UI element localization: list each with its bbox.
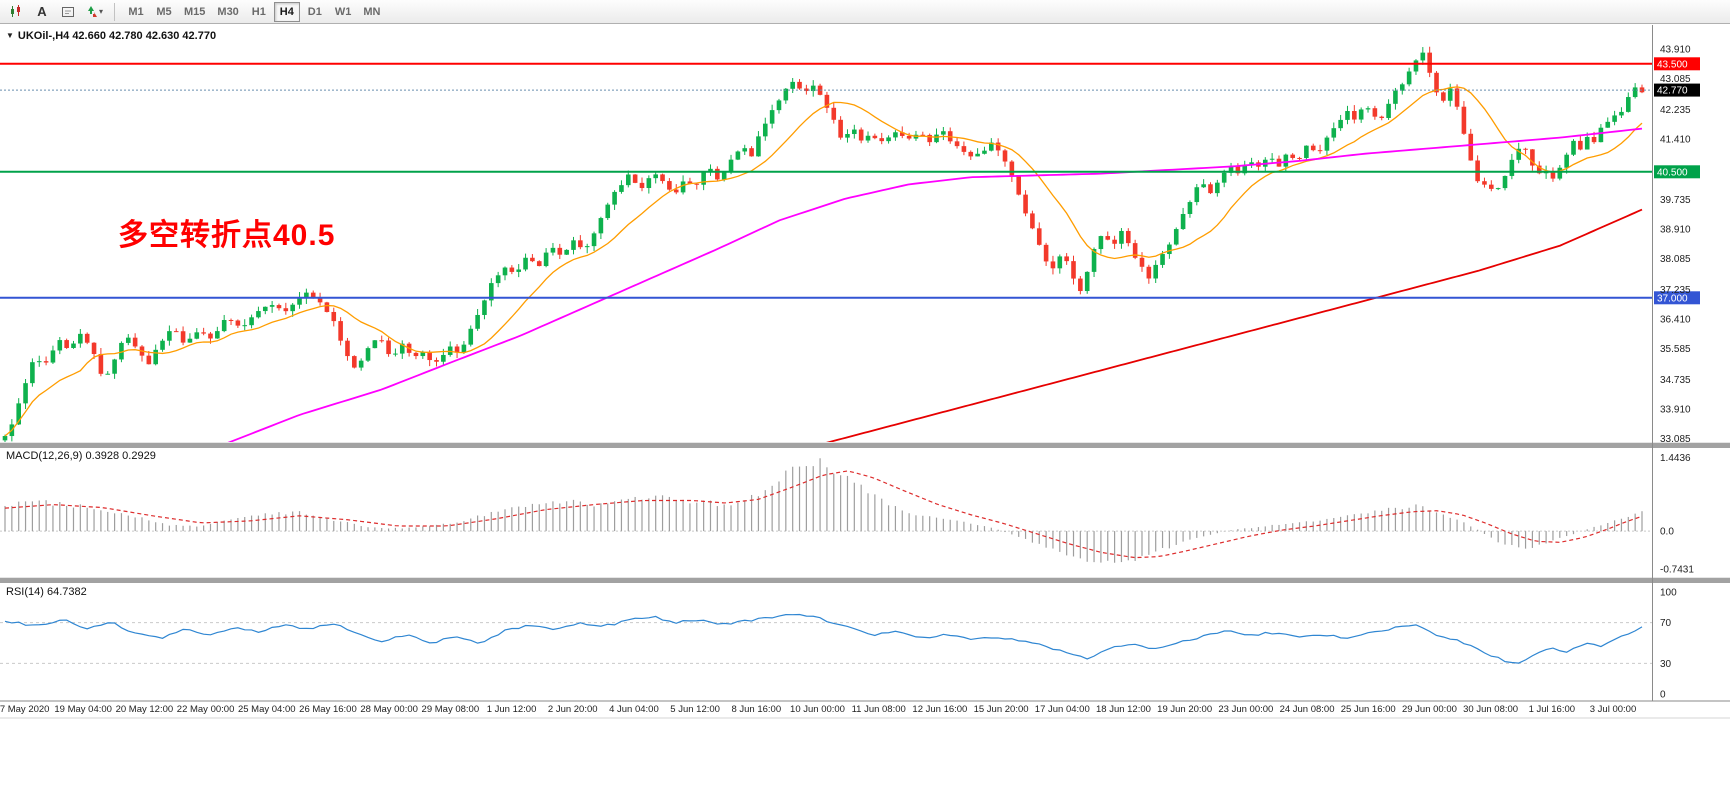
svg-text:43.500: 43.500 xyxy=(1657,59,1688,70)
timeframe-h4-button[interactable]: H4 xyxy=(273,1,300,22)
timeframe-m15-button[interactable]: M15 xyxy=(179,2,210,22)
svg-text:11 Jun 08:00: 11 Jun 08:00 xyxy=(852,704,906,715)
timeframe-w1-button[interactable]: W1 xyxy=(330,2,357,22)
svg-text:1 Jun 12:00: 1 Jun 12:00 xyxy=(487,704,537,715)
svg-text:43.910: 43.910 xyxy=(1660,45,1691,56)
svg-text:1.4436: 1.4436 xyxy=(1660,453,1691,464)
collapse-arrow-icon[interactable]: ▼ xyxy=(6,31,14,40)
text-tool-button[interactable]: A xyxy=(30,1,54,23)
svg-text:3 Jul 00:00: 3 Jul 00:00 xyxy=(1590,704,1636,715)
toolbar: A ▾ M1 M5 M15 M30 H1 H4 D1 W1 MN xyxy=(0,0,1730,24)
svg-text:17 May 2020: 17 May 2020 xyxy=(0,704,49,715)
svg-text:29 May 08:00: 29 May 08:00 xyxy=(422,704,480,715)
svg-text:25 Jun 16:00: 25 Jun 16:00 xyxy=(1341,704,1396,715)
timeframe-m5-button[interactable]: M5 xyxy=(151,2,177,22)
ma-mid-line xyxy=(225,127,1643,443)
macd-signal-line xyxy=(4,470,1643,559)
svg-text:37.235: 37.235 xyxy=(1660,285,1691,296)
svg-text:38.910: 38.910 xyxy=(1660,225,1691,236)
svg-text:-0.7431: -0.7431 xyxy=(1660,565,1694,576)
svg-text:40.500: 40.500 xyxy=(1657,167,1688,178)
svg-text:8 Jun 16:00: 8 Jun 16:00 xyxy=(731,704,781,715)
dropdown-caret-icon: ▾ xyxy=(98,7,103,16)
svg-text:20 May 12:00: 20 May 12:00 xyxy=(116,704,174,715)
svg-text:42.235: 42.235 xyxy=(1660,105,1691,116)
rsi-line xyxy=(4,613,1643,664)
svg-text:19 Jun 20:00: 19 Jun 20:00 xyxy=(1157,704,1212,715)
panel-separators xyxy=(0,25,1730,719)
ma-slow-line xyxy=(823,208,1643,443)
svg-text:26 May 16:00: 26 May 16:00 xyxy=(299,704,357,715)
svg-text:37.000: 37.000 xyxy=(1657,293,1688,304)
rsi-panel[interactable]: 100 70 30 0 xyxy=(0,588,1677,701)
svg-text:12 Jun 16:00: 12 Jun 16:00 xyxy=(912,704,967,715)
svg-text:38.085: 38.085 xyxy=(1660,254,1691,265)
svg-text:36.410: 36.410 xyxy=(1660,315,1691,326)
svg-text:33.910: 33.910 xyxy=(1660,405,1691,416)
svg-text:43.085: 43.085 xyxy=(1660,74,1691,85)
svg-text:30 Jun 08:00: 30 Jun 08:00 xyxy=(1463,704,1518,715)
price-tag-37.000: 37.000 xyxy=(1654,291,1700,305)
svg-text:4 Jun 04:00: 4 Jun 04:00 xyxy=(609,704,659,715)
svg-text:15 Jun 20:00: 15 Jun 20:00 xyxy=(974,704,1029,715)
arrows-icon xyxy=(87,6,97,17)
price-tag-42.770: 42.770 xyxy=(1654,83,1700,97)
svg-text:29 Jun 00:00: 29 Jun 00:00 xyxy=(1402,704,1457,715)
timeframe-h1-button[interactable]: H1 xyxy=(246,2,272,22)
symbol-ohlc-text: UKOil-,H4 42.660 42.780 42.630 42.770 xyxy=(17,30,217,42)
text-tool-a-icon: A xyxy=(37,4,47,19)
price-tag-40.500: 40.500 xyxy=(1654,165,1700,179)
svg-text:70: 70 xyxy=(1660,618,1672,629)
candlestick-icon xyxy=(11,5,20,17)
svg-text:39.735: 39.735 xyxy=(1660,195,1691,206)
toolbar-separator xyxy=(114,2,115,21)
svg-text:5 Jun 12:00: 5 Jun 12:00 xyxy=(670,704,720,715)
svg-text:41.410: 41.410 xyxy=(1660,135,1691,146)
svg-text:25 May 04:00: 25 May 04:00 xyxy=(238,704,296,715)
chart-type-button[interactable] xyxy=(4,1,28,23)
time-axis[interactable]: 17 May 2020 19 May 04:00 20 May 12:00 22 Ma… xyxy=(0,704,1636,715)
svg-text:2 Jun 20:00: 2 Jun 20:00 xyxy=(548,704,598,715)
price-tag-43.500: 43.500 xyxy=(1654,57,1700,71)
timeframe-d1-button[interactable]: D1 xyxy=(302,2,328,22)
label-tool-button[interactable] xyxy=(56,1,80,23)
moving-averages-layer xyxy=(4,86,1643,443)
svg-text:0.0: 0.0 xyxy=(1660,527,1674,538)
svg-text:24 Jun 08:00: 24 Jun 08:00 xyxy=(1280,704,1335,715)
svg-text:19 May 04:00: 19 May 04:00 xyxy=(54,704,112,715)
timeframe-m30-button[interactable]: M30 xyxy=(212,2,243,22)
svg-text:34.735: 34.735 xyxy=(1660,375,1691,386)
ma-fast-line xyxy=(4,86,1643,437)
timeframe-mn-button[interactable]: MN xyxy=(358,2,385,22)
price-axis[interactable]: 43.910 43.085 42.235 41.410 39.735 38.910 38.0… xyxy=(1660,45,1691,446)
macd-panel[interactable]: 1.4436 0.0 -0.7431 xyxy=(0,453,1694,576)
svg-text:100: 100 xyxy=(1660,588,1677,599)
timeframe-m1-button[interactable]: M1 xyxy=(123,2,149,22)
svg-text:18 Jun 12:00: 18 Jun 12:00 xyxy=(1096,704,1151,715)
label-frame-icon xyxy=(62,6,74,17)
svg-text:1 Jul 16:00: 1 Jul 16:00 xyxy=(1529,704,1575,715)
svg-text:33.085: 33.085 xyxy=(1660,434,1691,445)
svg-text:42.770: 42.770 xyxy=(1657,86,1688,97)
chart-annotation-text: 多空转折点40.5 xyxy=(118,219,336,252)
svg-text:22 May 00:00: 22 May 00:00 xyxy=(177,704,235,715)
svg-text:35.585: 35.585 xyxy=(1660,344,1691,355)
svg-text:30: 30 xyxy=(1660,659,1672,670)
symbol-ohlc-header: ▼ UKOil-,H4 42.660 42.780 42.630 42.770 xyxy=(6,30,216,42)
rsi-label: RSI(14) 64.7382 xyxy=(6,586,87,598)
arrows-tool-button[interactable]: ▾ xyxy=(82,1,106,23)
svg-text:0: 0 xyxy=(1660,689,1666,700)
svg-text:23 Jun 00:00: 23 Jun 00:00 xyxy=(1218,704,1273,715)
svg-text:28 May 00:00: 28 May 00:00 xyxy=(360,704,418,715)
svg-text:10 Jun 00:00: 10 Jun 00:00 xyxy=(790,704,845,715)
macd-label: MACD(12,26,9) 0.3928 0.2929 xyxy=(6,450,156,462)
svg-text:17 Jun 04:00: 17 Jun 04:00 xyxy=(1035,704,1090,715)
